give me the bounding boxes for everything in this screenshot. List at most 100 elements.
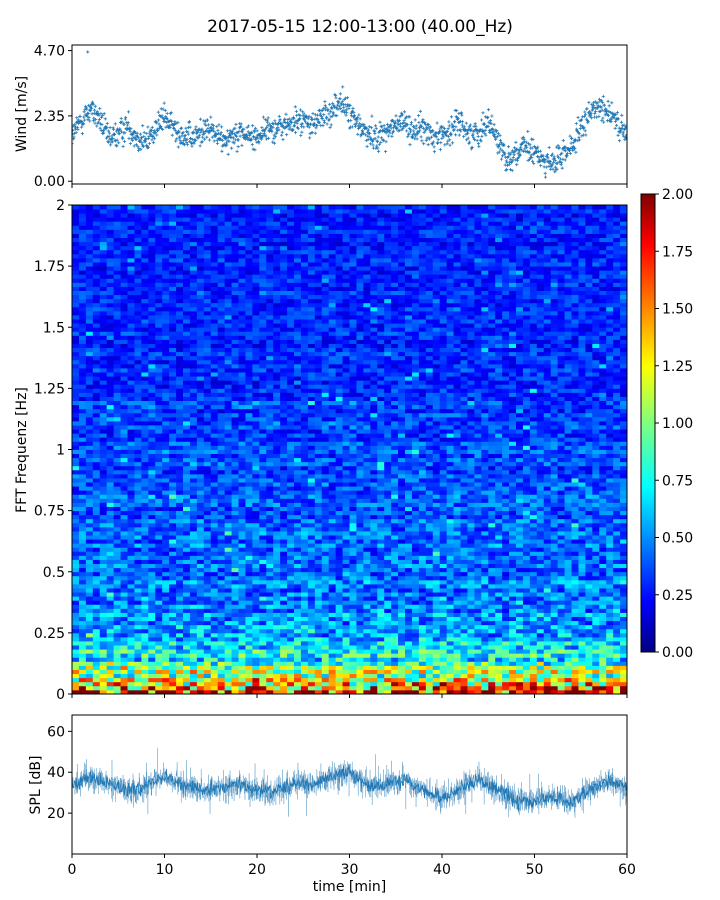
fft-cell	[217, 596, 226, 601]
fft-cell	[502, 657, 510, 662]
fft-cell	[162, 567, 170, 573]
fft-cell	[252, 649, 260, 654]
wind-point	[137, 147, 141, 151]
fft-cell	[606, 673, 614, 679]
fft-cell	[606, 636, 614, 642]
fft-cell	[370, 551, 378, 556]
fft-cell	[78, 616, 87, 622]
fft-cell	[92, 563, 101, 569]
fft-cell	[314, 592, 323, 597]
fft-cell	[398, 579, 406, 585]
fft-cell	[259, 669, 267, 675]
fft-cell	[370, 571, 378, 577]
fft-cell	[231, 616, 239, 622]
fft-cell	[155, 624, 163, 630]
fft-cell	[203, 628, 212, 634]
fft-cell	[356, 563, 364, 569]
wind-point	[219, 131, 223, 135]
fft-cell	[467, 588, 475, 593]
fft-cell	[120, 620, 128, 626]
fft-cell	[189, 559, 198, 564]
fft-cell	[183, 535, 191, 540]
fft-cell	[370, 612, 378, 617]
wind-point	[486, 115, 490, 119]
wind-point	[385, 122, 390, 126]
fft-cell	[557, 685, 565, 691]
fft-cell	[106, 575, 115, 581]
wind-point	[209, 126, 213, 130]
fft-cell	[578, 555, 586, 560]
fft-cell	[280, 669, 288, 675]
fft-cell	[405, 628, 413, 634]
fft-cell	[522, 543, 531, 548]
wind-point	[323, 100, 327, 104]
fft-cell	[238, 551, 246, 556]
wind-point	[172, 127, 176, 131]
fft-cell	[564, 592, 572, 597]
fft-cell	[266, 535, 274, 540]
fft-cell	[516, 539, 524, 544]
fft-cell	[287, 551, 295, 556]
fft-cell	[266, 677, 274, 683]
fft-cell	[113, 583, 121, 589]
fft-cell	[72, 636, 80, 642]
fft-cell	[169, 551, 177, 556]
fft-cell	[474, 685, 482, 691]
fft-cell	[162, 551, 170, 556]
fft-cell	[328, 604, 337, 609]
fft-cell	[439, 522, 448, 528]
fft-cell	[134, 665, 142, 670]
fft-cell	[557, 641, 565, 646]
fft-cell	[183, 559, 191, 564]
fft-cell	[529, 628, 538, 634]
fft-cell	[196, 583, 205, 589]
fft-cell	[72, 608, 80, 613]
fft-cell	[377, 677, 385, 683]
fft-cell	[273, 632, 281, 638]
wind-point	[98, 122, 103, 126]
fft-cell	[467, 526, 475, 532]
fft-cell	[169, 685, 177, 691]
fft-cell	[238, 604, 246, 609]
fft-cell	[321, 612, 330, 617]
fft-cell	[127, 685, 135, 691]
fft-cell	[134, 645, 142, 650]
fft-cell	[106, 588, 115, 593]
fft-cell	[432, 649, 441, 654]
fft-cell	[529, 604, 538, 609]
fft-cell	[113, 641, 121, 646]
fft-cell	[134, 628, 142, 634]
fft-cell	[217, 583, 226, 589]
fft-cell	[425, 522, 434, 528]
fft-cell	[411, 685, 420, 691]
fft-cell	[363, 685, 371, 691]
fft-cell	[356, 522, 364, 528]
fft-cell	[446, 518, 454, 524]
fft-cell	[106, 677, 115, 683]
fft-cell	[141, 567, 149, 573]
fft-cell	[502, 596, 510, 601]
fft-cell	[266, 575, 274, 581]
fft-cell	[120, 579, 128, 585]
fft-cell	[585, 596, 593, 601]
fft-cell	[502, 665, 510, 670]
fft-cell	[384, 681, 392, 687]
fft-cell	[599, 531, 607, 536]
fft-cell	[134, 669, 142, 675]
fft-cell	[384, 559, 392, 564]
fft-cell	[183, 571, 191, 577]
fft-cell	[92, 665, 101, 670]
fft-cell	[217, 600, 226, 605]
fft-cell	[335, 665, 343, 670]
fft-cell	[564, 612, 572, 617]
fft-cell	[321, 571, 330, 577]
fft-cell	[564, 624, 572, 630]
fft-cell	[488, 559, 496, 564]
fft-cell	[495, 547, 503, 552]
fft-cell	[196, 649, 205, 654]
fft-cell	[189, 677, 198, 683]
fft-cell	[120, 583, 128, 589]
fft-cell	[203, 539, 212, 544]
fft-cell	[495, 616, 503, 622]
fft-cell	[439, 632, 448, 638]
